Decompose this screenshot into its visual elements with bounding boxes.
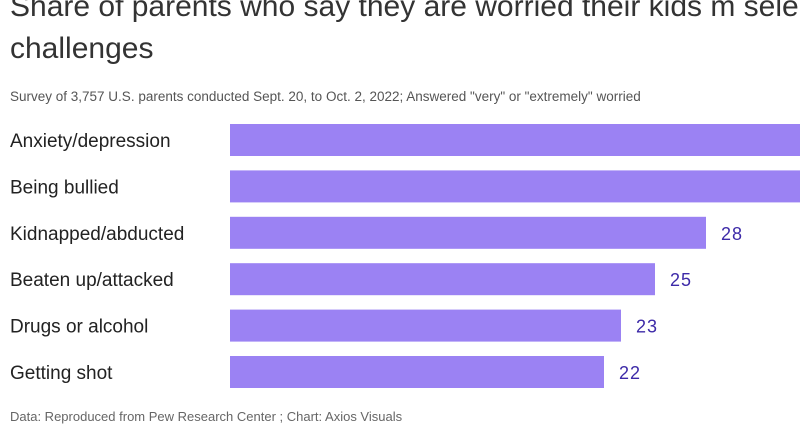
value-label-5: 22 (619, 363, 641, 383)
category-label-4: Drugs or alcohol (10, 317, 148, 338)
category-label-3: Beaten up/attacked (10, 270, 174, 291)
bar-5 (230, 356, 604, 388)
bar-1 (230, 170, 800, 203)
category-label-5: Getting shot (10, 363, 113, 384)
chart-subtitle: Survey of 3,757 U.S. parents conducted S… (10, 89, 641, 104)
category-label-2: Kidnapped/abducted (10, 224, 184, 245)
bar-3 (230, 263, 655, 296)
chart-title: Share of parents who say they are worrie… (10, 0, 800, 65)
category-label-1: Being bullied (10, 177, 119, 198)
bar-0 (230, 124, 800, 156)
bar-4 (230, 309, 621, 342)
bar-2 (230, 216, 706, 249)
category-label-0: Anxiety/depression (10, 131, 171, 152)
value-label-4: 23 (636, 317, 658, 337)
chart-source-note: Data: Reproduced from Pew Research Cente… (10, 409, 403, 424)
value-label-2: 28 (721, 224, 743, 244)
value-label-3: 25 (670, 270, 692, 290)
